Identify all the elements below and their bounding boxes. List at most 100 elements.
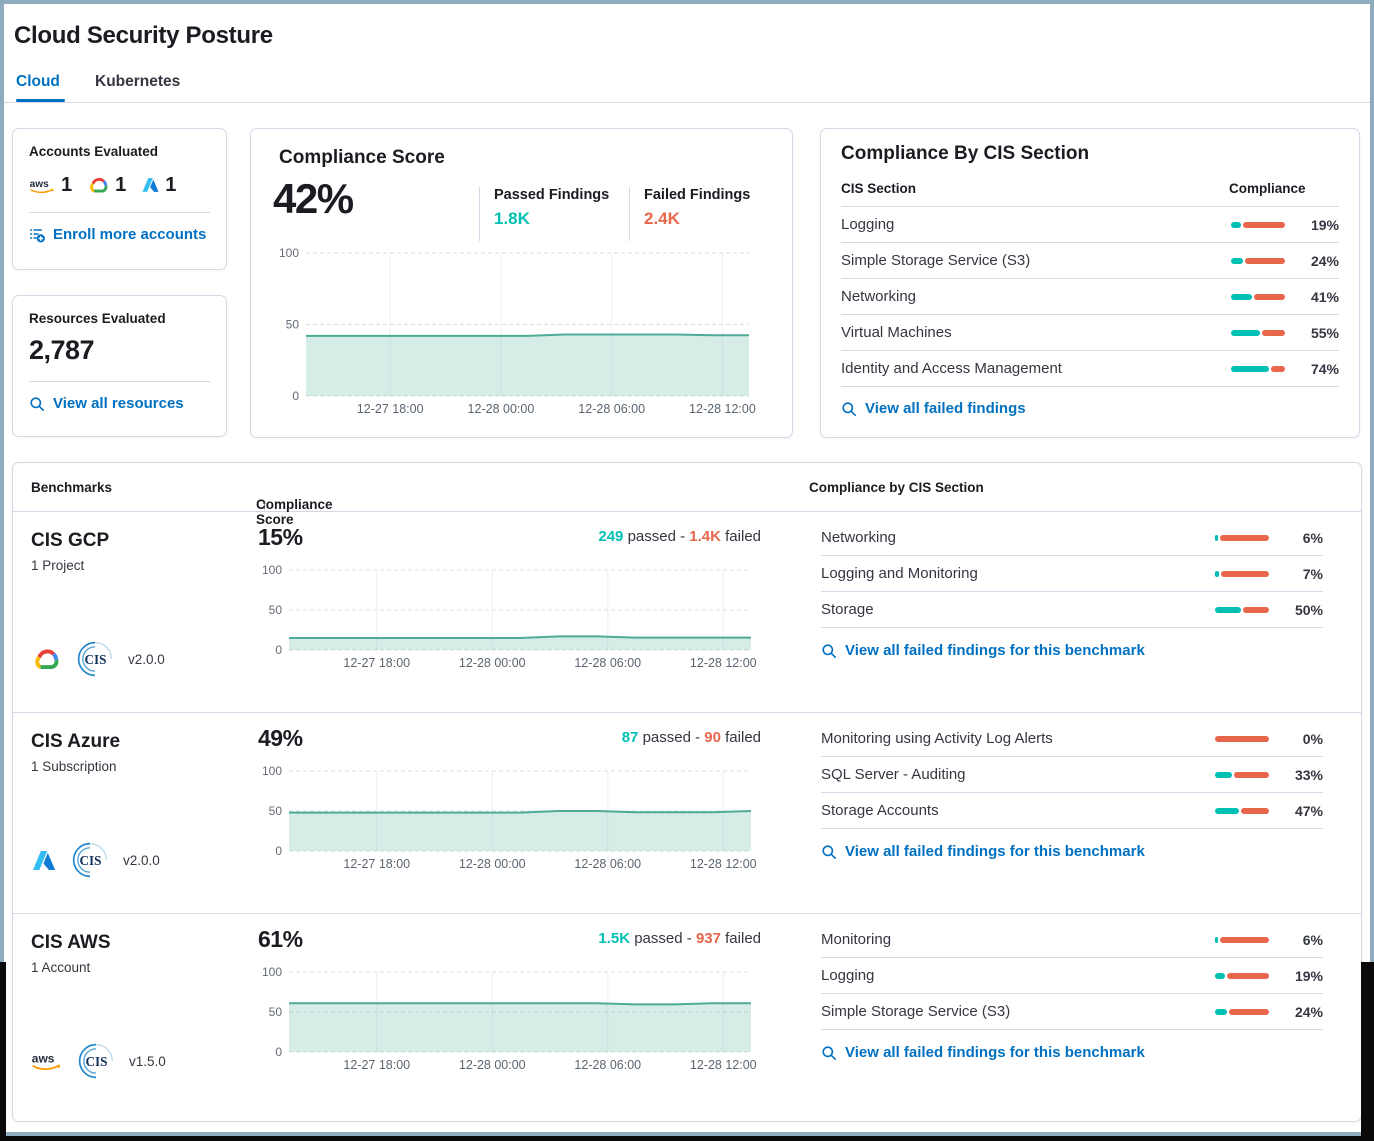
compliance-bar (1231, 221, 1285, 228)
view-failed-findings-benchmark-link[interactable]: View all failed findings for this benchm… (821, 642, 1323, 659)
svg-text:100: 100 (262, 563, 282, 577)
svg-text:CIS: CIS (80, 853, 102, 868)
svg-text:12-28 00:00: 12-28 00:00 (468, 402, 535, 416)
section-row: Simple Storage Service (S3) 24% (821, 994, 1323, 1030)
passed-count: 249 (598, 528, 624, 545)
svg-text:12-28 00:00: 12-28 00:00 (459, 1058, 526, 1072)
passed-separator-text: passed - (627, 528, 686, 545)
compliance-score-value: 42% (273, 175, 354, 222)
view-all-resources-link[interactable]: View all resources (29, 395, 210, 412)
cis-azure-trend-chart: 0 50 100 12-27 18:00 12-28 00:00 12-28 06:00 1… (256, 759, 761, 881)
failed-findings-stat: Failed Findings 2.4K (629, 187, 750, 241)
passed-separator-text: passed - (642, 729, 701, 746)
azure-logo-icon (142, 178, 159, 192)
view-failed-findings-benchmark-link[interactable]: View all failed findings for this benchm… (821, 1044, 1323, 1061)
compliance-percent: 47% (1294, 802, 1323, 819)
cis-benchmark-logo-icon: CIS (72, 842, 107, 878)
compliance-score-trend-chart: 0 50 100 12-27 18:00 12-28 00:00 12-28 06:00 1… (263, 241, 773, 421)
compliance-score-title: Compliance Score (279, 147, 445, 168)
aws-logo-icon: aws (30, 178, 54, 193)
view-failed-findings-benchmark-link[interactable]: View all failed findings for this benchm… (821, 843, 1323, 860)
provider-counts-row: aws 1 1 1 (29, 172, 210, 198)
section-label: Logging (821, 967, 875, 984)
benchmark-version: v2.0.0 (123, 852, 160, 868)
screen-letterbox-bottom (0, 1136, 1374, 1141)
section-row: Monitoring 6% (821, 922, 1323, 958)
failed-word-text: failed (725, 729, 761, 746)
passed-separator-text: passed - (634, 930, 692, 947)
aws-account-count: aws 1 (29, 174, 72, 197)
gcp-logo-icon (90, 177, 108, 193)
failed-findings-label: Failed Findings (644, 187, 751, 203)
svg-text:0: 0 (275, 844, 282, 858)
passed-findings-stat: Passed Findings 1.8K (479, 187, 609, 241)
card-divider (29, 212, 210, 213)
compliance-bar (1215, 606, 1269, 613)
svg-text:12-28 12:00: 12-28 12:00 (690, 656, 757, 670)
svg-text:aws: aws (30, 178, 49, 189)
view-all-failed-findings-label: View all failed findings (865, 400, 1026, 417)
cis-row-iam: Identity and Access Management 74% (841, 350, 1339, 386)
compliance-percent: 7% (1302, 565, 1323, 582)
cis-aws-trend-chart: 0 50 100 12-27 18:00 12-28 00:00 12-28 06:00 1… (256, 960, 761, 1082)
section-label: Monitoring (821, 931, 892, 948)
screen-letterbox-left (0, 962, 6, 1136)
benchmark-score: 61% (258, 926, 303, 952)
svg-text:0: 0 (275, 1045, 282, 1059)
benchmark-name: CIS AWS (31, 932, 111, 953)
svg-text:100: 100 (262, 764, 282, 778)
view-failed-findings-benchmark-label: View all failed findings for this benchm… (845, 642, 1145, 659)
section-label: Monitoring using Activity Log Alerts (821, 730, 1053, 747)
enroll-more-accounts-link[interactable]: Enroll more accounts (29, 226, 210, 243)
benchmarks-column-header: Benchmarks (31, 480, 113, 495)
passed-failed-summary: 1.5K passed - 937 failed (598, 930, 761, 947)
svg-text:aws: aws (32, 1052, 55, 1066)
benchmarks-table-header: Benchmarks Compliance Score ↑ Compliance … (13, 463, 1361, 527)
compliance-percent: 6% (1302, 931, 1323, 948)
tab-cloud[interactable]: Cloud (16, 73, 60, 90)
resources-evaluated-card: Resources Evaluated 2,787 View all resou… (12, 295, 227, 437)
cis-benchmark-logo-icon: CIS (78, 1043, 113, 1079)
failed-findings-value: 2.4K (644, 209, 680, 228)
page-title: Cloud Security Posture (14, 22, 273, 50)
compliance-percent: 6% (1302, 529, 1323, 546)
cis-row-label: Virtual Machines (841, 324, 952, 341)
cis-row-label: Logging (841, 216, 895, 233)
compliance-bar (1215, 771, 1269, 778)
view-all-failed-findings-link[interactable]: View all failed findings (841, 400, 1339, 417)
svg-text:12-27 18:00: 12-27 18:00 (357, 402, 424, 416)
compliance-percent: 19% (1310, 216, 1339, 233)
svg-text:100: 100 (262, 965, 282, 979)
search-icon (822, 844, 836, 859)
cis-row-label: Networking (841, 288, 917, 305)
section-row: Logging 19% (821, 958, 1323, 994)
gcp-count: 1 (115, 173, 127, 196)
benchmark-score: 49% (258, 725, 303, 751)
azure-logo-icon (32, 850, 56, 870)
aws-logo-icon: aws (32, 1052, 61, 1070)
passed-count: 1.5K (598, 930, 631, 947)
cis-row-networking: Networking 41% (841, 278, 1339, 314)
resources-evaluated-value: 2,787 (29, 335, 95, 365)
cis-table-header: CIS Section Compliance (841, 165, 1339, 206)
passed-failed-summary: 87 passed - 90 failed (622, 729, 761, 746)
benchmark-row-cis-gcp: CIS GCP 1 Project CIS v2.0 (13, 512, 1361, 713)
search-icon (842, 401, 856, 416)
svg-text:50: 50 (286, 318, 300, 332)
cis-section-card-title: Compliance By CIS Section (841, 143, 1090, 164)
svg-text:12-28 00:00: 12-28 00:00 (459, 656, 526, 670)
accounts-evaluated-title: Accounts Evaluated (29, 144, 159, 159)
benchmark-name: CIS Azure (31, 731, 121, 752)
compliance-percent: 41% (1310, 288, 1339, 305)
compliance-column-header: Compliance (1229, 181, 1306, 196)
benchmark-version: v1.5.0 (129, 1053, 166, 1069)
compliance-bar (1215, 534, 1269, 541)
svg-text:12-28 06:00: 12-28 06:00 (574, 656, 641, 670)
passed-findings-label: Passed Findings (494, 187, 610, 203)
compliance-percent: 0% (1302, 730, 1323, 747)
tab-kubernetes[interactable]: Kubernetes (95, 73, 181, 90)
tabs-divider (4, 102, 1370, 103)
compliance-bar (1231, 257, 1285, 264)
cis-row-label: Identity and Access Management (841, 360, 1062, 377)
cis-row-virtual-machines: Virtual Machines 55% (841, 314, 1339, 350)
